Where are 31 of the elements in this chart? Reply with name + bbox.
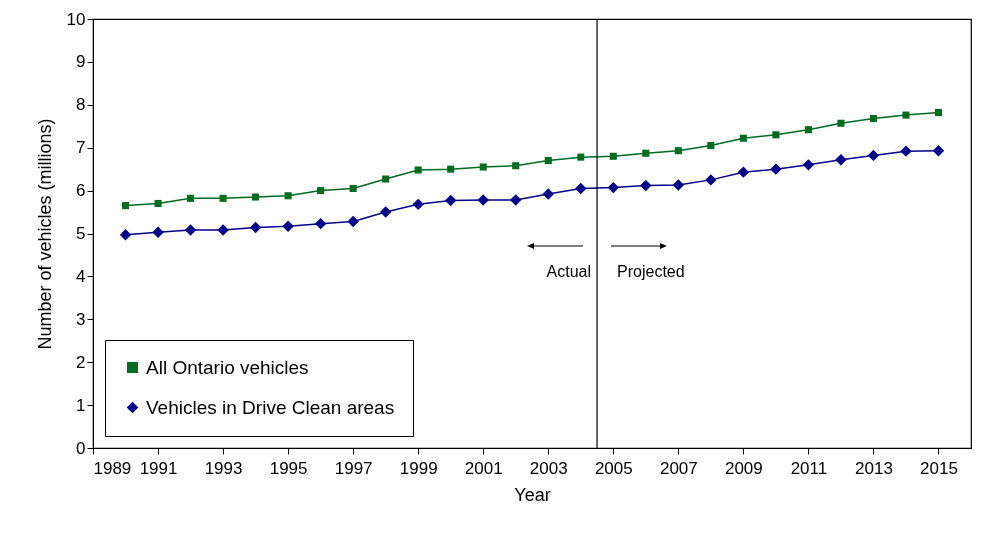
x-tick-label: 1989	[93, 458, 132, 478]
x-tick-label: 2005	[594, 458, 633, 478]
x-axis-title: Year	[514, 484, 551, 505]
y-tick-label: 1	[76, 395, 86, 415]
y-axis-title: Number of vehicles (millions)	[34, 118, 55, 350]
annotation: Actual	[546, 263, 592, 281]
y-tick-label: 9	[76, 52, 86, 72]
x-tick-label: 2015	[920, 458, 958, 478]
x-tick-label: 1995	[269, 458, 308, 478]
x-tick-label: 1993	[204, 458, 243, 478]
x-tick-label: 1999	[399, 458, 438, 478]
x-tick-label: 2011	[790, 458, 828, 478]
y-tick-label: 2	[76, 352, 86, 372]
y-tick-label: 3	[76, 309, 86, 329]
x-tick-label: 2013	[855, 458, 893, 478]
x-tick-label: 1997	[334, 458, 373, 478]
y-tick-label: 5	[76, 224, 86, 243]
y-tick-label: 6	[76, 181, 86, 201]
y-tick-label: 0	[76, 438, 86, 458]
x-tick-label: 2001	[464, 458, 503, 478]
y-tick-label: 4	[76, 266, 86, 286]
legend-label: Vehicles in Drive Clean areas	[146, 396, 395, 418]
legend-label: All Ontario vehicles	[146, 356, 309, 378]
x-tick-label: 2009	[724, 458, 763, 478]
x-tick-label: 1991	[139, 458, 178, 478]
annotation: Projected	[617, 263, 685, 281]
x-tick-label: 2007	[659, 458, 698, 478]
y-tick-label: 10	[66, 9, 86, 29]
y-tick-label: 8	[76, 95, 86, 115]
x-tick-label: 2003	[529, 458, 568, 478]
y-tick-label: 7	[76, 138, 86, 158]
